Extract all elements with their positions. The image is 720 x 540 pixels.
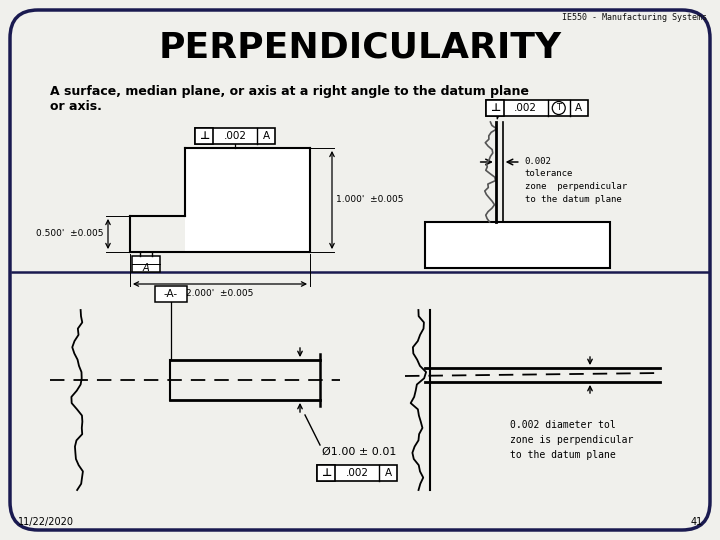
FancyBboxPatch shape (10, 10, 710, 530)
Text: 0.500'  ±0.005: 0.500' ±0.005 (37, 230, 104, 239)
Text: ⊥: ⊥ (321, 468, 331, 478)
Bar (425, 222, 610, 268)
Text: .002: .002 (514, 103, 537, 113)
Text: Ø1.00 ± 0.01: Ø1.00 ± 0.01 (322, 447, 397, 457)
Bar (155, 286, 187, 302)
Bar (132, 256, 160, 272)
Text: ⊥: ⊥ (490, 103, 500, 113)
Text: A: A (262, 131, 269, 141)
Text: A: A (384, 468, 392, 478)
Text: A: A (143, 263, 149, 273)
Text: A surface, median plane, or axis at a right angle to the datum plane: A surface, median plane, or axis at a ri… (50, 85, 529, 98)
Text: 41: 41 (690, 517, 703, 527)
Text: 2.000'  ±0.005: 2.000' ±0.005 (186, 289, 253, 298)
Bar (317, 465, 335, 481)
Text: T: T (557, 104, 562, 112)
Text: or axis.: or axis. (50, 100, 102, 113)
Text: .002: .002 (346, 468, 369, 478)
Text: ⊥: ⊥ (199, 131, 209, 141)
Bar (195, 128, 275, 144)
Bar (486, 100, 588, 116)
Text: 1.000'  ±0.005: 1.000' ±0.005 (336, 195, 403, 205)
Text: PERPENDICULARITY: PERPENDICULARITY (158, 31, 562, 65)
Text: 11/22/2020: 11/22/2020 (18, 517, 74, 527)
Bar (195, 128, 213, 144)
Text: IE550 - Manufacturing Systems: IE550 - Manufacturing Systems (562, 13, 707, 22)
Text: A: A (575, 103, 582, 113)
Text: .002: .002 (223, 131, 246, 141)
Bar (317, 465, 397, 481)
Bar (185, 148, 310, 252)
Text: 0.002 diameter tol
zone is perpendicular
to the datum plane: 0.002 diameter tol zone is perpendicular… (510, 420, 634, 460)
Text: 0.002
tolerance
zone  perpendicular
to the datum plane: 0.002 tolerance zone perpendicular to th… (525, 157, 627, 204)
Text: -A-: -A- (164, 289, 178, 299)
Bar (486, 100, 504, 116)
